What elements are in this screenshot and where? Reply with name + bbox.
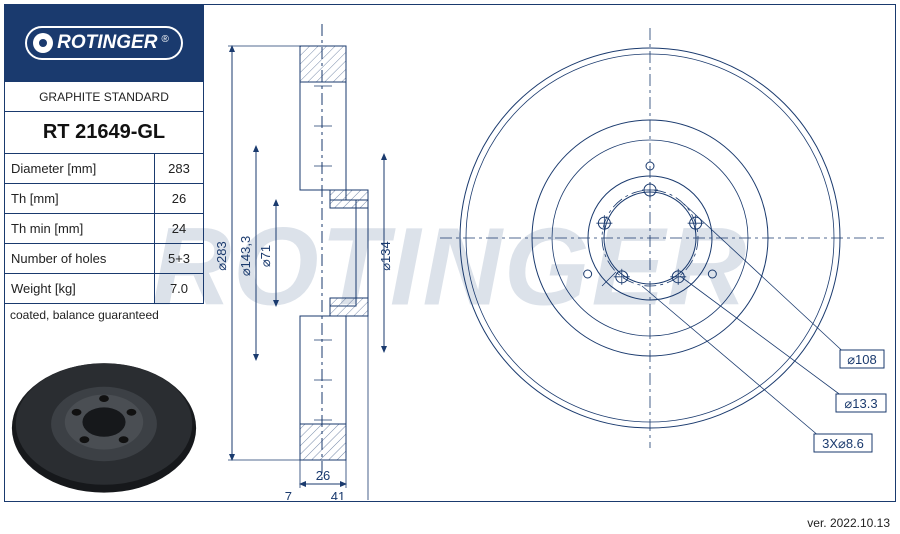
spec-value: 283 (155, 154, 203, 183)
svg-text:3X⌀8.6: 3X⌀8.6 (822, 436, 864, 451)
spec-label: Th min [mm] (5, 214, 155, 243)
brand-logo: ROTINGER ® (4, 4, 204, 82)
spec-row: Number of holes5+3 (4, 244, 204, 274)
spec-value: 7.0 (155, 274, 203, 303)
svg-text:⌀143,3: ⌀143,3 (238, 236, 253, 276)
spec-label: Number of holes (5, 244, 155, 273)
part-number: RT 21649-GL (4, 112, 204, 154)
version: ver. 2022.10.13 (807, 516, 890, 530)
svg-text:⌀71: ⌀71 (258, 245, 273, 267)
svg-text:7: 7 (285, 489, 292, 500)
spec-value: 26 (155, 184, 203, 213)
spec-row: Th min [mm]24 (4, 214, 204, 244)
technical-drawing: ⌀283 ⌀143,3 ⌀71 ⌀134 26 7 41 (210, 6, 894, 500)
svg-text:26: 26 (316, 468, 330, 483)
brand-name: ROTINGER (57, 32, 157, 54)
note: coated, balance guaranteed (4, 304, 204, 326)
svg-text:⌀283: ⌀283 (214, 241, 229, 271)
svg-text:⌀134: ⌀134 (378, 241, 393, 271)
product-image (6, 350, 202, 500)
spec-label: Th [mm] (5, 184, 155, 213)
product-line: GRAPHITE STANDARD (4, 82, 204, 112)
spec-row: Weight [kg]7.0 (4, 274, 204, 304)
info-panel: ROTINGER ® GRAPHITE STANDARD RT 21649-GL… (4, 4, 204, 326)
svg-text:41: 41 (331, 489, 345, 500)
spec-row: Diameter [mm]283 (4, 154, 204, 184)
spec-label: Diameter [mm] (5, 154, 155, 183)
spec-value: 5+3 (155, 244, 203, 273)
spec-value: 24 (155, 214, 203, 243)
svg-text:⌀13.3: ⌀13.3 (844, 396, 877, 411)
spec-label: Weight [kg] (5, 274, 155, 303)
spec-row: Th [mm]26 (4, 184, 204, 214)
svg-text:⌀108: ⌀108 (847, 352, 877, 367)
